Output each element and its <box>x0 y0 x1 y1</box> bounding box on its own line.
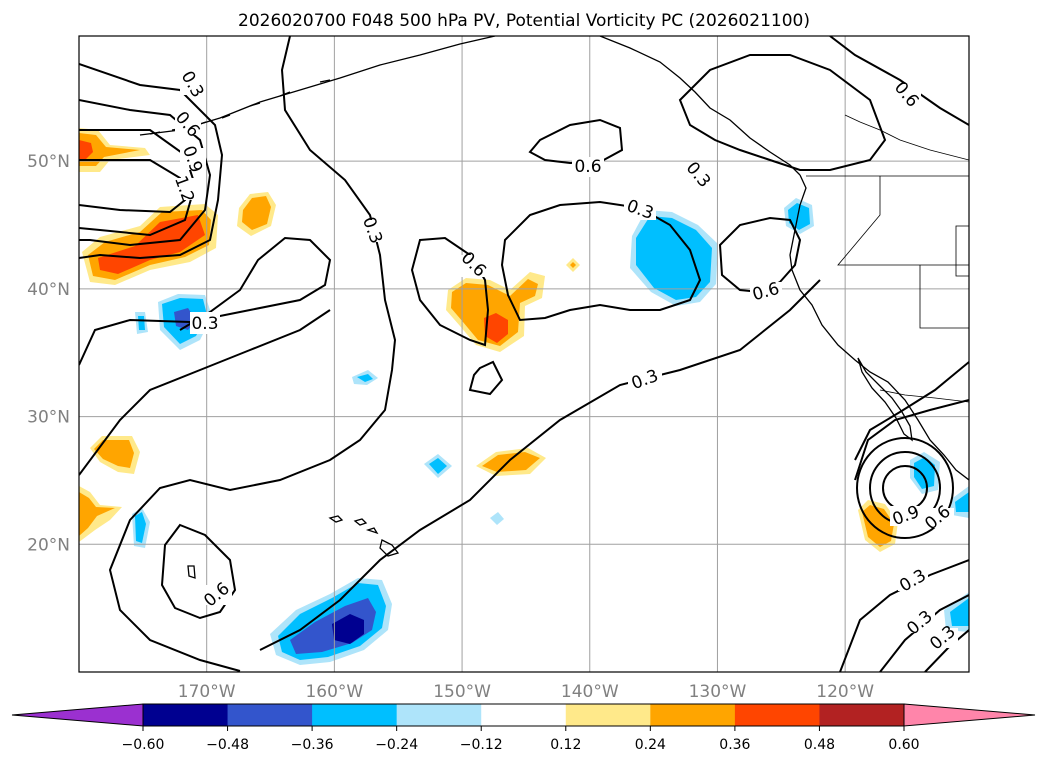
pv-negative-region <box>636 216 712 300</box>
pv-positive-region <box>79 492 115 536</box>
pv-contour-lines <box>79 36 969 672</box>
colorbar-tick-label: 0.36 <box>719 737 750 753</box>
pv-negative-region <box>357 374 373 382</box>
longitude-tick-label: 130°W <box>689 682 747 702</box>
pv-negative-region <box>788 203 810 230</box>
pv-negative-region <box>135 512 146 543</box>
pv-contour-0.3 <box>108 36 397 672</box>
colorbar-segment <box>565 704 651 726</box>
pv-contour-0.6 <box>678 54 887 171</box>
colorbar-segment <box>396 704 482 726</box>
baja-california-coastline <box>857 357 913 442</box>
pv-negative-region <box>950 598 969 626</box>
colorbar-ticks: −0.60 −0.48 −0.36 −0.24 −0.12 0.12 0.24 0.36 0.4… <box>122 726 920 753</box>
colorbar-tick-label: −0.36 <box>291 737 334 753</box>
colorbar-tick-label: 0.60 <box>888 737 919 753</box>
latitude-tick-label: 40°N <box>27 280 70 300</box>
pv-contour-0.9 <box>79 129 197 237</box>
colorbar-segment <box>227 704 313 726</box>
alaska-coastline <box>599 36 801 176</box>
pv-contour-0.3 <box>854 399 969 481</box>
pv-contour-0.3 <box>839 559 969 672</box>
colorbar-over-arrow <box>903 703 1036 727</box>
colorbar-segment <box>734 704 820 726</box>
longitude-tick-label: 160°W <box>305 682 363 702</box>
colorbar-segment <box>819 704 905 726</box>
pv-negative-region <box>332 614 364 644</box>
latitude-labels: 50°N 40°N 30°N 20°N <box>27 152 70 555</box>
map-frame <box>78 35 970 673</box>
pv-positive-region <box>482 452 540 472</box>
longitude-tick-label: 150°W <box>433 682 491 702</box>
political-borders <box>806 114 969 403</box>
colorbar-frame <box>142 703 905 727</box>
colorbar-under-arrow <box>11 703 144 727</box>
pv-contour-0.6 <box>829 36 969 126</box>
pv-negative-region <box>955 492 969 512</box>
colorbar-tick-label: −0.60 <box>122 737 165 753</box>
pv-positive-region <box>242 196 271 230</box>
contour-label-0.6: 0.6 <box>574 157 601 177</box>
pv-contour-0.6 <box>160 523 237 620</box>
state-borders <box>837 114 969 329</box>
latitude-tick-label: 20°N <box>27 535 70 555</box>
colorbar-tick-label: −0.24 <box>375 737 418 753</box>
pv-positive-region <box>570 262 576 268</box>
map-title: 2026020700 F048 500 hPa PV, Potential Vo… <box>238 11 810 31</box>
colorbar-tick-label: 0.48 <box>804 737 835 753</box>
us-mexico-border <box>879 389 969 403</box>
pv-negative-region <box>490 512 504 525</box>
pv-positive-region <box>98 215 205 274</box>
longitude-tick-label: 170°W <box>178 682 236 702</box>
longitude-labels: 170°W 160°W 150°W 140°W 130°W 120°W <box>178 682 874 702</box>
pv-filled-contours <box>79 128 969 665</box>
pv-contour-0.3 <box>500 200 702 322</box>
pv-positive-region <box>79 133 140 166</box>
colorbar-segment <box>481 704 567 726</box>
pv-negative-region <box>914 457 935 489</box>
longitude-tick-label: 120°W <box>816 682 874 702</box>
pv-contour-0.6 <box>79 99 212 247</box>
colorbar-segment <box>143 704 229 726</box>
hawaii-islands <box>328 515 400 557</box>
pv-negative-region <box>429 458 447 474</box>
map-area: 0.3 0.6 0.9 1.2 0.3 0.3 0.6 0.6 0.3 0.3 … <box>79 36 969 672</box>
pv-contour-0.3 <box>79 309 331 476</box>
pv-positive-region <box>79 140 93 160</box>
colorbar-tick-label: 0.24 <box>635 737 666 753</box>
pv-contour-0.6 <box>528 118 624 165</box>
colorbar-segment <box>312 704 398 726</box>
latitude-tick-label: 30°N <box>27 408 70 428</box>
pv-contour-0.3 <box>854 361 969 461</box>
colorbar-tick-label: −0.12 <box>460 737 503 753</box>
gridlines <box>79 36 969 672</box>
pv-contour-0.3 <box>79 63 224 260</box>
pv-contour-0.3 <box>79 236 332 366</box>
longitude-tick-label: 140°W <box>561 682 619 702</box>
pv-contour-0.3 <box>259 279 821 651</box>
island <box>187 565 196 579</box>
pv-positive-region <box>484 313 508 343</box>
latitude-tick-label: 50°N <box>27 152 70 172</box>
contour-label-0.3: 0.3 <box>191 314 218 334</box>
pv-positive-region <box>94 440 134 468</box>
pv-contour-0.6 <box>410 236 490 347</box>
pv-contour-0.6 <box>718 216 802 294</box>
pv-contour-0.6 <box>856 437 954 539</box>
colorbar-tick-label: −0.48 <box>206 737 249 753</box>
pv-negative-region <box>138 316 145 330</box>
pv-positive-region <box>451 279 538 346</box>
pv-positive-region <box>862 505 894 547</box>
colorbar: −0.60 −0.48 −0.36 −0.24 −0.12 0.12 0.24 0.36 0.4… <box>11 703 1036 753</box>
pv-contour-0.3 <box>468 360 504 396</box>
colorbar-tick-label: 0.12 <box>550 737 581 753</box>
colorbar-segments <box>143 704 905 726</box>
colorbar-segment <box>650 704 736 726</box>
